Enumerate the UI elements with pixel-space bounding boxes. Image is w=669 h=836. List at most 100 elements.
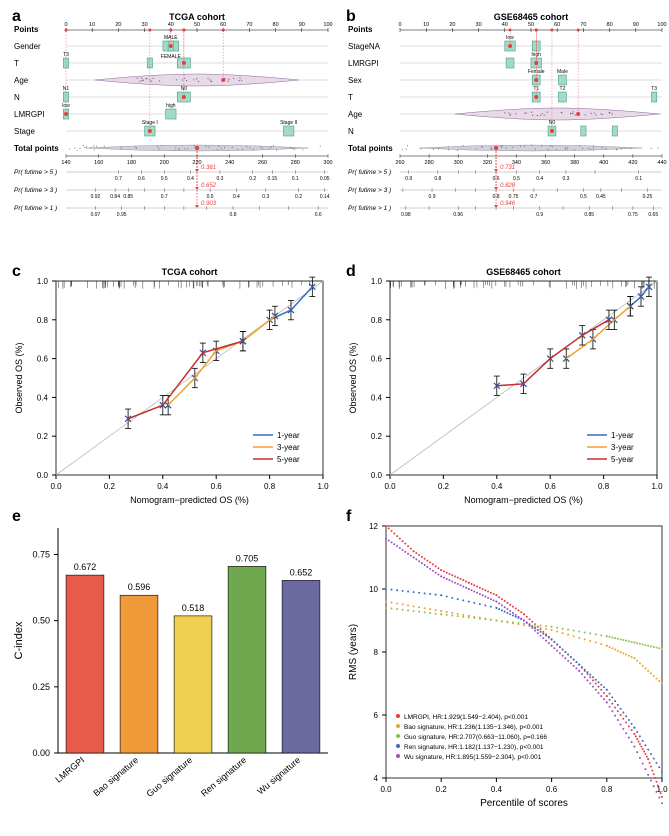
svg-text:420: 420	[628, 160, 637, 166]
svg-text:5-year: 5-year	[277, 455, 300, 464]
svg-text:0.0: 0.0	[50, 482, 62, 491]
svg-text:Observed OS (%): Observed OS (%)	[14, 342, 24, 413]
svg-text:Ren signature, HR:1.182(1.137−: Ren signature, HR:1.182(1.137−1.230), p<…	[404, 744, 544, 751]
svg-text:300: 300	[323, 160, 332, 166]
svg-text:80: 80	[273, 22, 279, 28]
svg-text:Total points: Total points	[14, 144, 59, 153]
svg-text:Points: Points	[14, 25, 39, 34]
svg-text:0.672: 0.672	[74, 562, 97, 572]
svg-text:0.75: 0.75	[509, 194, 519, 200]
svg-text:0.6: 0.6	[545, 482, 557, 491]
svg-text:180: 180	[127, 160, 136, 166]
svg-text:40: 40	[502, 22, 508, 28]
svg-text:5-year: 5-year	[611, 455, 634, 464]
svg-text:T: T	[14, 59, 19, 68]
svg-text:50: 50	[194, 22, 200, 28]
svg-text:Nomogram−predicted OS (%): Nomogram−predicted OS (%)	[130, 495, 249, 505]
svg-text:0.518: 0.518	[182, 603, 205, 613]
svg-text:0.652: 0.652	[201, 183, 217, 189]
svg-text:0.7: 0.7	[115, 176, 122, 182]
svg-text:high: high	[166, 103, 176, 109]
svg-text:TCGA cohort: TCGA cohort	[169, 12, 225, 22]
svg-text:8: 8	[374, 648, 379, 657]
svg-text:0.92: 0.92	[91, 194, 101, 200]
svg-text:Guo signature: Guo signature	[145, 755, 195, 799]
svg-text:0.3: 0.3	[562, 176, 569, 182]
svg-text:Pr( futime > 5 ): Pr( futime > 5 )	[348, 169, 391, 176]
svg-text:300: 300	[454, 160, 463, 166]
svg-text:0.4: 0.4	[233, 194, 240, 200]
svg-text:Stage: Stage	[14, 127, 35, 136]
svg-text:0.8: 0.8	[601, 785, 613, 794]
svg-text:0.05: 0.05	[320, 176, 330, 182]
svg-text:0.6: 0.6	[37, 355, 49, 364]
svg-text:0.25: 0.25	[32, 682, 50, 692]
svg-text:0.9: 0.9	[405, 176, 412, 182]
svg-text:0.7: 0.7	[161, 194, 168, 200]
svg-text:Gender: Gender	[14, 42, 41, 51]
svg-text:Percentile of scores: Percentile of scores	[480, 798, 568, 809]
svg-text:0.361: 0.361	[201, 165, 216, 171]
panel-b: b GSE68465 cohortPoints01020304050607080…	[342, 8, 669, 263]
svg-text:0.15: 0.15	[267, 176, 277, 182]
svg-text:0.2: 0.2	[371, 432, 383, 441]
svg-text:0.4: 0.4	[187, 176, 194, 182]
svg-text:20: 20	[115, 22, 121, 28]
svg-text:280: 280	[425, 160, 434, 166]
svg-text:0.85: 0.85	[584, 212, 594, 218]
svg-text:Age: Age	[14, 76, 29, 85]
svg-text:T2: T2	[560, 86, 566, 92]
svg-text:100: 100	[323, 22, 332, 28]
svg-text:240: 240	[225, 160, 234, 166]
svg-text:0.96: 0.96	[453, 212, 463, 218]
svg-text:0.6: 0.6	[138, 176, 145, 182]
svg-text:0.3: 0.3	[262, 194, 269, 200]
svg-text:0.731: 0.731	[500, 165, 515, 171]
svg-text:0.75: 0.75	[628, 212, 638, 218]
svg-text:LMRGPI, HR:1.929(1.549−2.404),: LMRGPI, HR:1.929(1.549−2.404), p<0.001	[404, 714, 528, 721]
svg-text:0.50: 0.50	[32, 616, 50, 626]
svg-text:0.1: 0.1	[292, 176, 299, 182]
svg-text:0.98: 0.98	[401, 212, 411, 218]
panel-e: e 0.000.250.500.75C-index0.672LMRGPI0.59…	[8, 508, 338, 818]
svg-text:0.946: 0.946	[500, 201, 516, 207]
svg-text:1.0: 1.0	[371, 277, 383, 286]
svg-text:60: 60	[220, 22, 226, 28]
svg-text:0.7: 0.7	[530, 194, 537, 200]
svg-text:10: 10	[89, 22, 95, 28]
svg-text:0.596: 0.596	[128, 582, 151, 592]
svg-text:0.4: 0.4	[37, 393, 49, 402]
svg-text:0.45: 0.45	[596, 194, 606, 200]
svg-text:0.75: 0.75	[32, 549, 50, 559]
svg-text:320: 320	[483, 160, 492, 166]
svg-text:1.0: 1.0	[651, 482, 663, 491]
svg-text:TCGA cohort: TCGA cohort	[162, 267, 218, 277]
svg-text:Pr( futime > 1 ): Pr( futime > 1 )	[348, 205, 391, 212]
svg-text:80: 80	[607, 22, 613, 28]
svg-text:T3: T3	[651, 86, 657, 92]
svg-text:0.828: 0.828	[500, 183, 516, 189]
svg-text:0.0: 0.0	[371, 471, 383, 480]
svg-text:Pr( futime > 3 ): Pr( futime > 3 )	[14, 187, 57, 194]
panel-d: d GSE68465 cohort0.00.00.20.20.40.40.60.…	[342, 263, 669, 508]
svg-text:40: 40	[168, 22, 174, 28]
svg-text:0.97: 0.97	[91, 212, 101, 218]
svg-text:GSE68465 cohort: GSE68465 cohort	[486, 267, 561, 277]
svg-text:50: 50	[528, 22, 534, 28]
svg-text:0.2: 0.2	[438, 482, 450, 491]
svg-text:380: 380	[570, 160, 579, 166]
svg-text:0.95: 0.95	[117, 212, 127, 218]
svg-text:70: 70	[580, 22, 586, 28]
svg-text:Wu signature, HR:1.895(1.559−2: Wu signature, HR:1.895(1.559−2.304), p<0…	[404, 754, 542, 761]
svg-text:0.2: 0.2	[104, 482, 116, 491]
svg-text:0.4: 0.4	[491, 482, 503, 491]
panel-c-label: c	[12, 263, 21, 281]
svg-text:N: N	[14, 93, 20, 102]
svg-text:0.8: 0.8	[598, 482, 610, 491]
svg-text:0.8: 0.8	[371, 316, 383, 325]
svg-text:0.5: 0.5	[513, 176, 520, 182]
svg-text:0.2: 0.2	[436, 785, 448, 794]
svg-text:0.6: 0.6	[315, 212, 322, 218]
svg-text:0.0: 0.0	[380, 785, 392, 794]
svg-text:400: 400	[599, 160, 608, 166]
